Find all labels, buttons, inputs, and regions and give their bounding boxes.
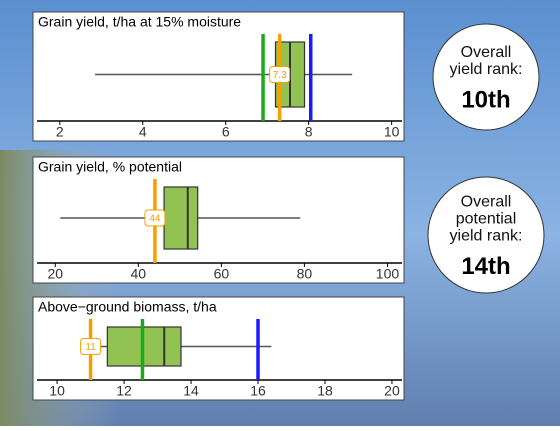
x-tick-label: 8 [305,124,313,140]
rank-value: 14th [461,253,510,280]
marker-label-box [80,338,102,355]
x-tick-label: 80 [297,266,313,282]
panel-title: Grain yield, % potential [38,159,182,175]
marker-label: 11 [85,342,96,353]
x-tick-label: 60 [214,266,230,282]
rank-label: potential [456,211,517,228]
rank-label: yield rank: [450,61,523,78]
x-tick-label: 10 [384,124,400,140]
marker-label: 44 [149,214,161,225]
panel [32,11,405,142]
rank-card [432,23,540,131]
marker-label-box [269,66,291,83]
x-tick-label: 6 [222,124,230,140]
x-tick-label: 10 [49,383,65,399]
x-tick-label: 2 [56,124,64,140]
x-tick-label: 20 [47,266,63,282]
rank-card [427,176,545,294]
rank-label: yield rank: [450,228,523,245]
x-tick-label: 14 [183,383,199,399]
panel [32,156,405,284]
x-tick-label: 12 [116,383,132,399]
x-tick-label: 4 [139,124,147,140]
marker-label: 7.3 [273,70,287,81]
box [163,186,199,250]
x-tick-label: 16 [250,383,266,399]
panel-title: Above−ground biomass, t/ha [38,299,217,315]
rank-value: 10th [461,86,510,113]
x-tick-label: 40 [131,266,147,282]
marker-label-box [144,209,166,227]
x-tick-label: 100 [376,266,400,282]
x-tick-label: 20 [384,383,400,399]
panel-title: Grain yield, t/ha at 15% moisture [38,14,241,30]
x-tick-label: 18 [317,383,333,399]
rank-label: Overall [461,194,512,211]
rank-label: Overall [461,44,512,61]
